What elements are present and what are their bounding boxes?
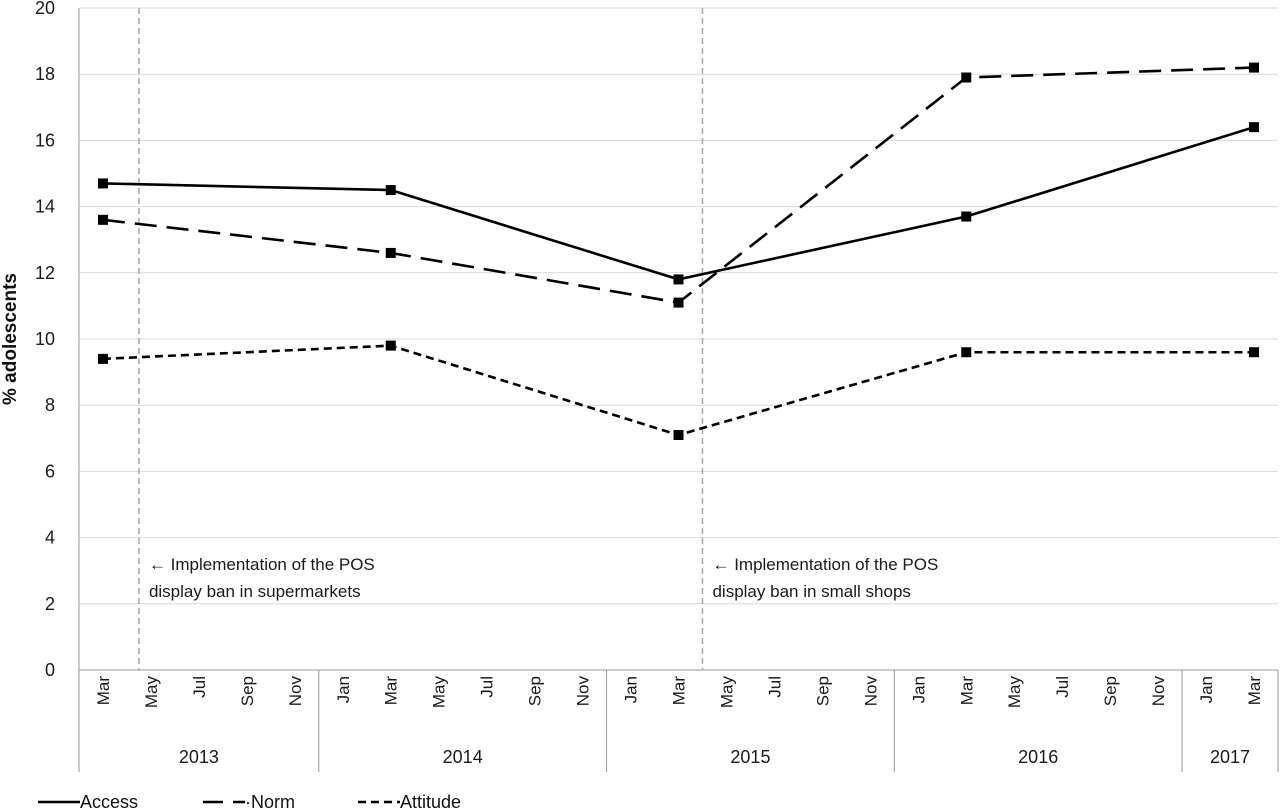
year-label: 2017 <box>1210 747 1250 767</box>
legend-label: Access <box>80 792 138 809</box>
data-point-access <box>961 211 972 222</box>
y-axis-label: % adolescents <box>0 273 21 405</box>
data-point-attitude <box>673 429 684 440</box>
series-line-access <box>102 125 1255 281</box>
x-tick-label: Mar <box>382 676 401 706</box>
data-point-norm <box>1249 62 1260 73</box>
x-tick-label: Jul <box>765 676 784 698</box>
x-tick-label: Jul <box>478 676 497 698</box>
data-point-norm <box>961 72 972 83</box>
annotations: ← Implementation of the POS display ban i… <box>138 8 938 670</box>
data-point-access <box>673 274 684 285</box>
year-label: 2013 <box>179 747 219 767</box>
data-point-norm <box>673 297 684 308</box>
x-tick-label: Jul <box>1053 676 1072 698</box>
x-tick-label: Jan <box>909 676 928 703</box>
x-axis: Mar May Jul Sep Nov Jan Mar May Jul Sep Nov Jan Mar M… <box>78 670 1279 772</box>
x-tick-label: Jan <box>622 676 641 703</box>
x-tick-label: May <box>1005 676 1024 709</box>
data-point-access <box>385 185 396 196</box>
y-tick-label: 4 <box>45 528 55 548</box>
x-tick-label: Mar <box>957 676 976 706</box>
legend-label: ·Norm <box>245 792 295 809</box>
x-tick-label: May <box>142 676 161 709</box>
y-axis-ticks: 0 2 4 6 8 10 12 14 16 18 20 <box>35 0 55 680</box>
y-tick-label: 12 <box>35 263 55 283</box>
x-tick-label: Nov <box>861 676 880 707</box>
year-label: 2015 <box>730 747 770 767</box>
annotation-text: display ban in supermarkets <box>149 582 361 601</box>
data-point-attitude <box>385 340 396 351</box>
series-lines <box>97 62 1260 440</box>
year-label: 2016 <box>1018 747 1058 767</box>
series-line-norm <box>102 66 1255 304</box>
y-tick-label: 20 <box>35 0 55 18</box>
x-tick-label: Sep <box>1101 676 1120 706</box>
x-tick-label: Nov <box>286 676 305 707</box>
x-tick-label: Mar <box>94 676 113 706</box>
annotation-text: display ban in small shops <box>712 582 910 601</box>
data-point-norm <box>97 214 108 225</box>
y-tick-label: 0 <box>45 660 55 680</box>
data-point-access <box>97 178 108 189</box>
y-tick-label: 2 <box>45 594 55 614</box>
data-point-attitude <box>1249 347 1260 358</box>
series-line-attitude <box>102 344 1255 437</box>
x-tick-label: Jan <box>1197 676 1216 703</box>
x-tick-label: May <box>717 676 736 709</box>
x-tick-label: Sep <box>813 676 832 706</box>
y-tick-label: 14 <box>35 197 55 217</box>
legend-label: Attitude <box>400 792 461 809</box>
annotation-text: ← Implementation of the POS <box>149 555 375 574</box>
annotation-text: ← Implementation of the POS <box>712 555 938 574</box>
data-point-attitude <box>961 347 972 358</box>
x-tick-label: Jan <box>334 676 353 703</box>
x-tick-label: Nov <box>574 676 593 707</box>
data-point-attitude <box>97 353 108 364</box>
legend: Access ·Norm Attitude <box>38 792 461 809</box>
x-tick-label: Mar <box>670 676 689 706</box>
x-tick-label: May <box>430 676 449 709</box>
x-tick-label: Nov <box>1149 676 1168 707</box>
data-point-norm <box>385 247 396 258</box>
x-tick-label: Mar <box>1245 676 1264 706</box>
x-tick-label: Sep <box>238 676 257 706</box>
y-tick-label: 8 <box>45 395 55 415</box>
x-tick-label: Jul <box>190 676 209 698</box>
y-tick-label: 10 <box>35 329 55 349</box>
x-tick-label: Sep <box>526 676 545 706</box>
data-point-access <box>1249 122 1260 133</box>
year-label: 2014 <box>443 747 483 767</box>
y-tick-label: 6 <box>45 461 55 481</box>
y-tick-label: 18 <box>35 64 55 84</box>
y-tick-label: 16 <box>35 130 55 150</box>
